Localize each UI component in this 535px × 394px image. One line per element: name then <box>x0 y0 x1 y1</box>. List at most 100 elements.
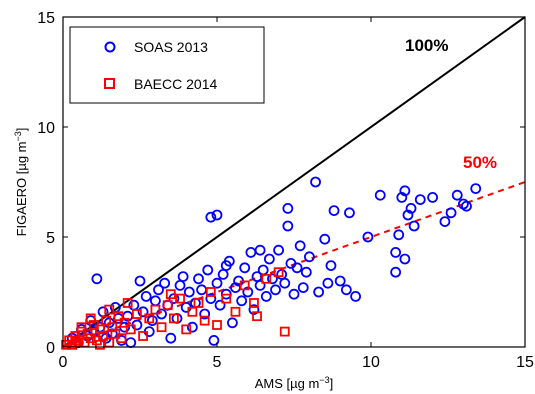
data-point-baecc <box>101 315 112 326</box>
data-point-soas <box>350 290 362 302</box>
data-point-soas <box>254 244 266 256</box>
data-point-baecc <box>212 320 222 330</box>
data-point-soas <box>245 246 257 258</box>
data-point-soas <box>451 189 463 201</box>
data-point-soas <box>439 216 451 228</box>
data-point-soas <box>273 244 285 256</box>
data-point-baecc <box>156 322 167 333</box>
x-axis-title: AMS [µg m−3] <box>255 375 333 391</box>
data-point-soas <box>427 191 439 203</box>
reference-line-100-percent <box>62 16 526 348</box>
data-point-soas <box>291 262 303 274</box>
data-point-soas <box>149 295 161 307</box>
data-point-baecc <box>239 280 250 291</box>
data-point-soas <box>297 282 309 294</box>
y-tick-label: 0 <box>46 340 55 357</box>
data-point-soas <box>217 268 229 280</box>
data-point-soas <box>91 273 103 285</box>
data-point-soas <box>390 246 402 258</box>
data-point-soas <box>134 275 146 287</box>
x-tick-label: 15 <box>516 354 534 371</box>
plot-frame <box>62 16 526 348</box>
data-point-soas <box>270 284 281 296</box>
annotation-50-percent: 50% <box>463 153 497 172</box>
data-point-baecc <box>273 267 284 278</box>
data-point-baecc <box>138 331 148 341</box>
data-point-soas <box>461 200 472 212</box>
x-tick-label: 5 <box>213 354 222 371</box>
data-point-soas <box>186 321 198 333</box>
data-point-soas <box>322 277 334 289</box>
data-point-baecc <box>249 298 259 308</box>
data-point-soas <box>193 273 204 285</box>
data-point-baecc <box>76 322 87 333</box>
data-point-soas <box>97 306 109 318</box>
data-point-soas <box>183 286 195 298</box>
data-point-soas <box>402 209 414 221</box>
y-tick-label: 10 <box>37 120 55 137</box>
data-point-baecc <box>85 313 96 324</box>
data-point-soas <box>362 231 374 243</box>
data-point-soas <box>260 290 272 302</box>
data-point-baecc <box>107 322 118 333</box>
data-point-soas <box>303 251 315 263</box>
data-point-soas <box>208 334 220 346</box>
data-point-soas <box>393 229 405 241</box>
data-point-soas <box>294 240 306 252</box>
data-point-soas <box>263 253 275 265</box>
data-point-soas <box>239 262 251 274</box>
data-point-soas <box>310 176 321 188</box>
data-point-soas <box>340 284 352 296</box>
legend-marker-baecc <box>104 78 115 89</box>
data-point-soas <box>236 295 248 307</box>
data-point-soas <box>202 264 214 276</box>
data-point-baecc <box>104 304 115 315</box>
data-point-soas <box>344 207 355 219</box>
data-point-soas <box>214 299 226 311</box>
x-tick-label: 0 <box>59 354 68 371</box>
data-point-soas <box>226 317 238 329</box>
data-point-baecc <box>132 309 142 319</box>
data-point-soas <box>196 284 208 296</box>
data-point-soas <box>254 279 266 291</box>
data-point-soas <box>199 308 211 320</box>
legend: SOAS 2013 BAECC 2014 <box>69 26 265 104</box>
data-point-soas <box>279 277 291 289</box>
y-tick-label: 5 <box>46 230 55 247</box>
data-point-soas <box>405 202 417 214</box>
data-point-baecc <box>122 298 133 308</box>
data-point-baecc <box>95 339 105 350</box>
data-point-soas <box>399 185 411 197</box>
legend-label-soas: SOAS 2013 <box>134 39 208 55</box>
x-tick-label: 10 <box>362 354 380 371</box>
data-point-soas <box>125 337 137 349</box>
y-axis-title: FIGAERO [µg m−3] <box>13 128 29 237</box>
legend-box <box>69 26 265 104</box>
data-point-soas <box>248 304 260 316</box>
data-point-soas <box>205 293 217 305</box>
data-point-baecc <box>144 313 155 324</box>
data-point-baecc <box>168 313 179 324</box>
data-point-baecc <box>116 333 127 344</box>
data-point-soas <box>399 253 411 265</box>
data-point-soas <box>396 191 408 203</box>
data-point-soas <box>146 315 158 327</box>
data-point-soas <box>313 286 325 298</box>
data-point-soas <box>390 266 402 278</box>
annotation-100-percent: 100% <box>405 36 448 55</box>
data-point-baecc <box>199 315 210 326</box>
data-point-baecc <box>261 273 272 284</box>
data-point-baecc <box>165 289 176 300</box>
data-point-soas <box>328 205 340 217</box>
data-point-baecc <box>119 317 130 328</box>
data-point-soas <box>334 275 346 287</box>
data-point-baecc <box>205 287 216 297</box>
data-point-baecc <box>181 324 192 335</box>
data-point-baecc <box>221 293 232 304</box>
data-point-soas <box>242 286 254 298</box>
data-point-soas <box>140 290 152 302</box>
data-point-soas <box>257 264 269 276</box>
data-point-baecc <box>187 306 198 317</box>
data-point-soas <box>137 306 149 318</box>
data-point-soas <box>325 260 337 272</box>
